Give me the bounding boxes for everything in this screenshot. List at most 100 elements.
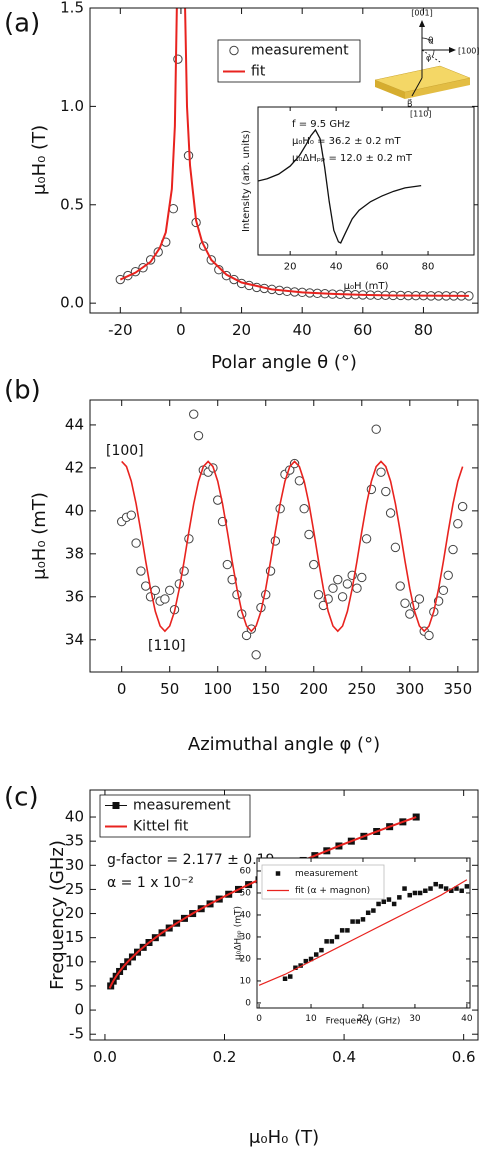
diagram-label: φ <box>426 54 431 63</box>
series-line <box>108 816 417 989</box>
plot-frame <box>89 789 479 1041</box>
data-point <box>438 585 449 596</box>
panel-label: (b) <box>4 376 41 406</box>
arrow-head <box>449 47 456 53</box>
x-tick-label: 80 <box>422 262 435 273</box>
data-point <box>459 888 464 894</box>
data-point <box>350 919 355 924</box>
x-tick-label: 10 <box>305 1014 317 1024</box>
data-point <box>313 589 324 600</box>
legend-marker <box>229 45 239 56</box>
data-point <box>386 897 392 902</box>
data-point <box>376 901 381 907</box>
x-tick-label: 80 <box>414 321 433 339</box>
data-point <box>328 583 338 593</box>
legend-label: measurement <box>295 869 358 879</box>
data-point <box>453 519 463 529</box>
data-point <box>357 572 367 583</box>
y-tick-label: 15 <box>65 928 84 946</box>
data-point <box>381 899 387 905</box>
x-tick-label: 150 <box>251 680 280 698</box>
diagram-label: [001] <box>411 9 433 18</box>
y-tick-label: 25 <box>65 880 84 898</box>
y-tick-label: 5 <box>74 976 84 994</box>
data-point <box>287 974 293 979</box>
x-axis-label: Azimuthal angle φ (°) <box>188 734 380 755</box>
y-tick-label: 0 <box>74 1001 84 1019</box>
data-point <box>313 952 319 957</box>
series-line <box>119 8 469 297</box>
y-tick-label: -5 <box>69 1025 84 1043</box>
x-tick-label: 250 <box>347 680 376 698</box>
x-tick-label: -20 <box>108 321 133 339</box>
data-point <box>433 881 438 887</box>
plot-data <box>115 8 474 301</box>
x-tick-label: 100 <box>203 680 232 698</box>
data-point <box>150 585 161 596</box>
panel-label: (a) <box>4 9 40 39</box>
legend-label: fit (α + magnon) <box>295 886 370 896</box>
y-axis-label: Frequency (GHz) <box>47 840 68 990</box>
legend-label: measurement <box>133 798 231 814</box>
x-tick-label: 0.2 <box>213 1048 237 1066</box>
data-point <box>141 581 151 591</box>
annotation: [100] <box>106 443 144 459</box>
series-line <box>258 128 422 244</box>
annotation: [110] <box>148 638 186 654</box>
x-axis-label: Frequency (GHz) <box>326 1017 401 1027</box>
data-point <box>308 956 314 962</box>
y-tick-label: 50 <box>240 888 252 898</box>
slab-front <box>375 80 405 99</box>
series-line <box>121 460 464 633</box>
legend-label: measurement <box>251 43 349 59</box>
y-tick-label: 20 <box>240 954 252 964</box>
x-tick-label: 40 <box>293 321 312 339</box>
plot-data <box>258 879 470 986</box>
data-point <box>160 594 170 604</box>
data-point <box>464 884 470 889</box>
data-point <box>333 574 343 585</box>
data-point <box>438 884 444 889</box>
data-point <box>352 583 362 593</box>
theta-arc <box>421 37 434 45</box>
data-point <box>365 910 371 916</box>
data-point <box>342 579 353 589</box>
x-tick-label: 20 <box>357 1014 369 1024</box>
slab-side <box>405 78 470 99</box>
data-point <box>371 908 376 913</box>
data-point <box>131 538 141 548</box>
series-line <box>258 879 468 986</box>
x-tick-label: 40 <box>330 262 343 273</box>
data-point <box>400 598 410 608</box>
data-point <box>360 917 366 922</box>
axis-110 <box>411 77 423 97</box>
phi-arc <box>431 49 435 58</box>
data-point <box>390 542 401 553</box>
data-point <box>412 813 420 821</box>
annotation: α = 1 x 10⁻² <box>107 875 194 891</box>
data-point <box>329 939 335 944</box>
data-point <box>214 265 224 275</box>
legend-box <box>99 794 251 838</box>
x-axis-label: μ₀H₀ (T) <box>249 1127 319 1148</box>
crystal-diagram: [001] θ φ [100] B⃗ [110] <box>374 9 480 119</box>
plot-frame <box>257 106 475 256</box>
y-tick-label: 0 <box>245 998 251 1008</box>
y-tick-label: 30 <box>240 932 252 942</box>
y-tick-label: 40 <box>240 910 252 920</box>
x-tick-label: 0.4 <box>332 1048 356 1066</box>
data-point <box>395 581 405 591</box>
arrow-head <box>419 20 425 27</box>
x-tick-label: 0.6 <box>452 1048 476 1066</box>
data-point <box>126 510 136 520</box>
data-point <box>345 928 350 933</box>
diagram-label: θ <box>428 37 434 47</box>
y-tick-label: 40 <box>65 501 84 519</box>
data-point <box>428 886 433 891</box>
data-point <box>424 630 434 641</box>
legend-marker <box>275 871 281 876</box>
x-tick-label: 20 <box>284 262 297 273</box>
data-point <box>246 624 257 634</box>
data-point <box>222 559 233 570</box>
